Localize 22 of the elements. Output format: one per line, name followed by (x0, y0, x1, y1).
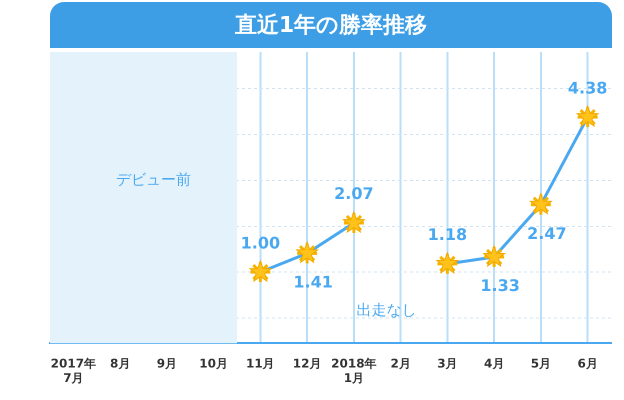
x-tick-label: 9月 (156, 356, 178, 371)
data-label: 4.38 (568, 78, 608, 98)
x-tick-label: 2017年 7月 (50, 356, 96, 385)
x-tick-label: 5月 (530, 356, 552, 371)
x-tick-label: 2018年 1月 (331, 356, 377, 385)
data-label: 1.18 (428, 225, 468, 244)
data-label: 2.07 (334, 184, 374, 204)
x-tick-label: 12月 (292, 356, 322, 371)
x-tick-label: 2月 (390, 356, 411, 371)
chart-title: 直近1年の勝率推移 (50, 2, 612, 48)
annotation: 出走なし (356, 301, 417, 320)
x-tick-label: 6月 (577, 356, 598, 371)
data-label: 2.47 (527, 224, 567, 243)
band-label: デビュー前 (116, 170, 191, 188)
data-label: 1.33 (480, 276, 520, 296)
x-tick-label: 3月 (437, 356, 458, 371)
data-label: 1.41 (293, 272, 333, 292)
x-tick-label: 4月 (484, 356, 504, 371)
x-tick-label: 10月 (199, 356, 228, 371)
x-tick-label: 11月 (246, 356, 275, 371)
data-label: 1.00 (240, 233, 280, 252)
x-tick-label: 8月 (110, 356, 130, 371)
